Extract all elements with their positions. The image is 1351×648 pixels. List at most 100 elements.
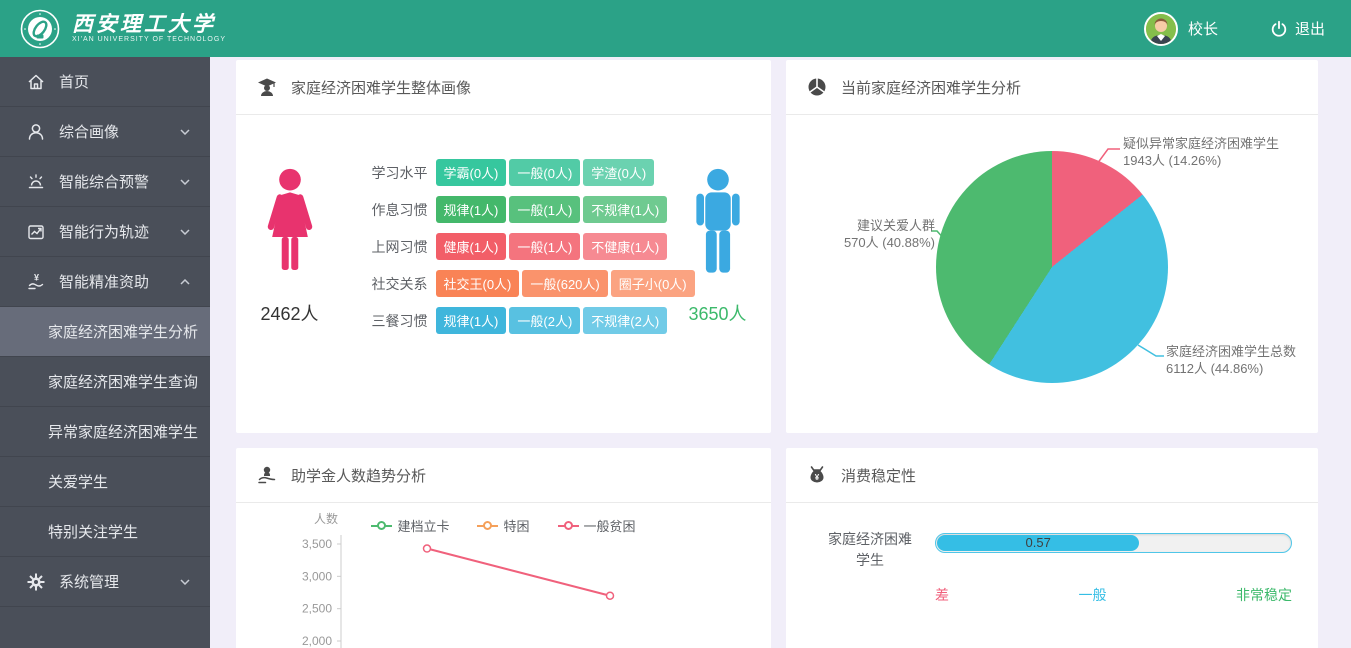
pie-label-suspected: 疑似异常家庭经济困难学生 1943人 (14.26%) [1123,135,1279,169]
user-role-label: 校长 [1187,21,1218,38]
sidebar-item-label: 系统管理 [59,574,120,591]
portrait-rows: 学习水平 学霸(0人) 一般(0人) 学渣(0人) 作息习惯 规律(1人) 一般(1人) 不规… [368,149,695,344]
portrait-tag: 一般(1人) [509,196,581,223]
sidebar-item-funding[interactable]: ¥ 智能精准资助 [0,257,210,307]
avatar[interactable] [1143,11,1178,46]
stability-gauge: 家庭经济困难 学生 0.57 差 一般 非常稳定 [786,503,1318,648]
trend-legend: 建档立卡 特困 一般贫困 [236,516,771,535]
scale-label-very-stable: 非常稳定 [1236,587,1292,603]
portrait-row-segments: 规律(1人) 一般(2人) 不规律(2人) [435,307,668,334]
sidebar-item-label: 首页 [59,74,90,91]
university-logo: 西安理工大学 XI'AN UNIVERSITY OF TECHNOLOGY [20,9,226,49]
pie-label-value: 6112人 (44.86%) [1166,361,1264,376]
male-stat: 3650人 [670,168,766,326]
portrait-tag: 不规律(1人) [583,196,668,223]
pie-label-total: 家庭经济困难学生总数 6112人 (44.86%) [1166,343,1318,377]
pie-label-care: 建议关爱人群 570人 (40.88%) [844,217,935,251]
sidebar-item-home[interactable]: 首页 [0,57,210,107]
portrait-row: 学习水平 学霸(0人) 一般(0人) 学渣(0人) [368,159,655,186]
scale-label-poor: 差 [935,587,949,603]
sidebar-item-abnormal-poverty[interactable]: 异常家庭经济困难学生 [0,407,210,457]
stability-value: 0.57 [1025,535,1051,550]
stability-scale: 差 一般 非常稳定 [935,585,1292,605]
stability-bar: 0.57 [935,533,1292,553]
pie-label-text: 疑似异常家庭经济困难学生 [1123,136,1280,151]
portrait-row: 作息习惯 规律(1人) 一般(1人) 不规律(1人) [368,196,668,223]
money-bag-icon: ¥ [810,466,824,483]
logout-button[interactable]: 退出 [1270,18,1325,39]
male-icon [690,168,746,287]
chevron-down-icon [180,128,190,135]
panel-title: 消费稳定性 [841,467,917,485]
sidebar-item-care-students[interactable]: 关爱学生 [0,457,210,507]
panel-consumption-stability: ¥ 消费稳定性 家庭经济困难 学生 0.57 差 一般 非常稳定 [786,448,1318,648]
portrait-tag: 圈子小(0人) [610,270,695,297]
logout-label: 退出 [1294,21,1325,38]
chevron-up-icon [180,278,190,285]
sidebar-item-system[interactable]: 系统管理 [0,557,210,607]
portrait-row: 上网习惯 健康(1人) 一般(1人) 不健康(1人) [368,233,668,260]
panel-grant-trend: 助学金人数趋势分析 建档立卡 特困 一般贫困 人数 [236,448,771,648]
pie-label-text: 家庭经济困难学生总数 [1166,344,1297,359]
alarm-icon [26,172,46,192]
female-count: 2462人 [260,303,319,324]
portrait-tag: 不健康(1人) [583,233,668,260]
portrait-tag: 社交王(0人) [435,270,520,297]
pie-label-value: 1943人 (14.26%) [1123,153,1222,168]
panel-header: ¥ 消费稳定性 [786,448,1318,503]
chevron-down-icon [180,178,190,185]
gauge-row-label-line2: 学生 [856,552,884,568]
legend-item-ybpk[interactable]: 一般贫困 [557,516,636,535]
university-seal-icon [20,9,60,48]
portrait-row-segments: 健康(1人) 一般(1人) 不健康(1人) [435,233,668,260]
portrait-tag: 规律(1人) [435,307,507,334]
legend-label: 建档立卡 [397,519,450,534]
portrait-tag: 一般(620人) [522,270,608,297]
sidebar-item-poverty-analysis[interactable]: 家庭经济困难学生分析 [0,307,210,357]
portrait-row: 三餐习惯 规律(1人) 一般(2人) 不规律(2人) [368,307,668,334]
panel-header: 家庭经济困难学生整体画像 [236,60,771,115]
power-icon [1271,20,1287,37]
trend-chart-svg: 3,500 3,000 2,500 2,000 [302,535,615,648]
portrait-row-label: 作息习惯 [371,201,428,218]
sidebar-item-label: 智能综合预警 [59,174,150,191]
legend-item-tekun[interactable]: 特困 [477,516,530,535]
portrait-row: 社交关系 社交王(0人) 一般(620人) 圈子小(0人) [368,270,695,297]
portrait-tag: 不规律(2人) [583,307,668,334]
panel-header: 助学金人数趋势分析 [236,448,771,503]
portrait-row-segments: 学霸(0人) 一般(0人) 学渣(0人) [435,159,655,186]
sidebar-item-label: 智能精准资助 [59,274,150,291]
user-icon [26,122,46,142]
y-axis-label: 人数 [314,512,339,526]
gauge-row-label-line1: 家庭经济困难 [828,531,912,547]
pie-chart[interactable] [936,151,1168,383]
sidebar-item-portrait[interactable]: 综合画像 [0,107,210,157]
portrait-tag: 一般(0人) [509,159,581,186]
sidebar-item-poverty-query[interactable]: 家庭经济困难学生查询 [0,357,210,407]
graduate-icon [258,78,276,96]
sidebar-item-label: 关爱学生 [48,474,109,491]
university-name: 西安理工大学 [72,13,216,36]
svg-text:¥: ¥ [815,473,820,482]
portrait-row-label: 社交关系 [371,275,428,292]
pie-chart-icon [808,78,826,96]
portrait-tag: 一般(2人) [509,307,581,334]
panel-title: 当前家庭经济困难学生分析 [841,79,1022,97]
portrait-tag: 健康(1人) [435,233,507,260]
sidebar-item-label: 特别关注学生 [48,524,139,541]
panel-title: 助学金人数趋势分析 [291,467,427,485]
legend-item-jdlk[interactable]: 建档立卡 [371,516,449,535]
gauge-row-label: 家庭经济困难 学生 [816,529,924,571]
chevron-down-icon [180,578,190,585]
sidebar-item-special-attention[interactable]: 特别关注学生 [0,507,210,557]
svg-text:2,000: 2,000 [302,634,332,648]
sidebar-item-behavior[interactable]: 智能行为轨迹 [0,207,210,257]
sidebar-item-label: 智能行为轨迹 [59,224,150,241]
sidebar-item-warning[interactable]: 智能综合预警 [0,157,210,207]
university-name-en: XI'AN UNIVERSITY OF TECHNOLOGY [72,36,226,43]
pie-chart-area: 疑似异常家庭经济困难学生 1943人 (14.26%) 建议关爱人群 570人 … [786,115,1318,432]
stability-bar-fill: 0.57 [937,535,1140,551]
home-icon [26,72,46,92]
portrait-tag: 规律(1人) [435,196,507,223]
svg-text:3,000: 3,000 [302,569,332,583]
